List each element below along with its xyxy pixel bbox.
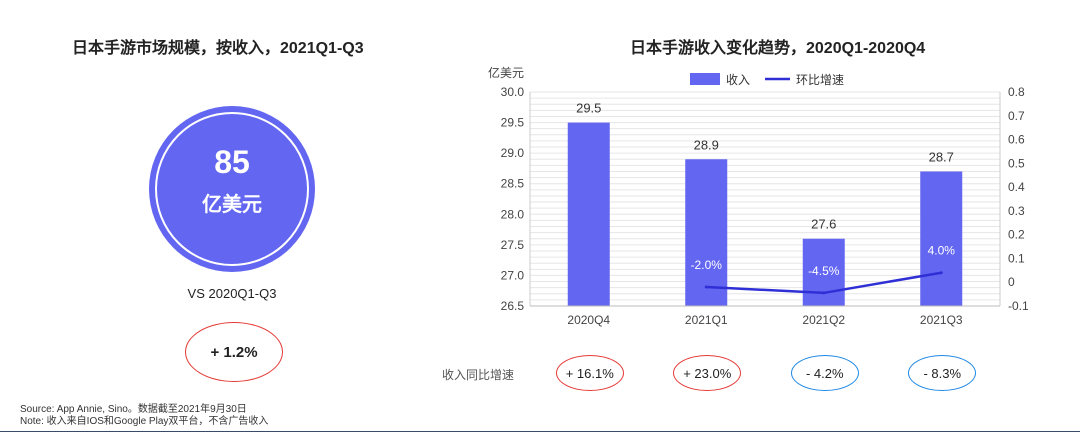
yoy-oval: - 4.2%	[790, 355, 859, 391]
yoy-oval: - 8.3%	[908, 355, 977, 391]
y2-tick-label: 0.3	[1008, 204, 1025, 218]
left-title: 日本手游市场规模，按收入，2021Q1-Q3	[72, 40, 364, 57]
yoy-value: + 23.0%	[683, 365, 732, 381]
bar-value-label: 29.5	[576, 101, 601, 116]
growth-value-label: -4.5%	[808, 264, 840, 278]
y2-tick-label: 0.4	[1008, 180, 1025, 194]
yoy-value: + 16.1%	[565, 365, 614, 381]
growth-value-label: -2.0%	[691, 258, 723, 272]
chart-legend: 收入 环比增速	[690, 73, 844, 87]
growth-value-label: 4.0%	[928, 244, 956, 258]
market-size-circle: 85 亿美元	[149, 106, 315, 272]
y2-tick-label: 0.8	[1008, 85, 1025, 99]
market-size-value: 85	[214, 144, 250, 180]
legend-bar-label: 收入	[726, 73, 750, 87]
y-axis-unit: 亿美元	[488, 65, 524, 80]
note-line: Note: 收入来自IOS和Google Play双平台，不含广告收入	[20, 416, 269, 427]
y2-tick-label: 0.6	[1008, 133, 1025, 147]
yoy-value: - 4.2%	[805, 365, 844, 381]
chart-axes: 26.5 27.0 27.5 28.0 28.5 29.0 29.5 30.0 -0.1 0 0.1…	[488, 65, 1029, 327]
yoy-value: - 8.3%	[923, 365, 962, 381]
y-tick-label: 29.0	[501, 146, 525, 160]
y2-tick-label: 0	[1008, 275, 1015, 289]
source-line: Source: App Annie, Sino。数据截至2021年9月30日	[20, 404, 247, 415]
growth-point	[704, 285, 708, 289]
yoy-oval: + 16.1%	[555, 355, 624, 391]
growth-oval: + 1.2%	[185, 322, 283, 382]
chart-labels: 29.5 28.9 27.6 28.7 -2.0% -4.5% 4.0%	[576, 101, 955, 278]
x-tick-label: 2020Q4	[567, 313, 610, 327]
bar-value-label: 28.7	[929, 149, 954, 164]
bar	[567, 122, 610, 306]
bar-value-label: 28.9	[694, 137, 719, 152]
y-tick-label: 27.0	[501, 268, 525, 282]
y-tick-label: 26.5	[501, 299, 525, 313]
y-tick-label: 27.5	[501, 238, 525, 252]
y2-tick-label: 0.2	[1008, 228, 1025, 242]
x-tick-label: 2021Q2	[802, 313, 845, 327]
chart-bars	[567, 122, 963, 306]
y2-tick-label: 0.7	[1008, 109, 1025, 123]
x-tick-label: 2021Q3	[920, 313, 963, 327]
y2-tick-label: 0.5	[1008, 156, 1025, 170]
bar	[802, 238, 845, 306]
y-tick-label: 28.0	[501, 207, 525, 221]
legend-bar-swatch	[690, 73, 720, 85]
bottom-border-line	[0, 431, 1080, 432]
growth-value: + 1.2%	[210, 343, 258, 361]
source-note: Source: App Annie, Sino。数据截至2021年9月30日 N…	[20, 404, 268, 428]
y2-tick-label: 0.1	[1008, 251, 1025, 265]
market-size-unit: 亿美元	[202, 194, 262, 216]
growth-point	[939, 271, 943, 275]
chart-line	[704, 271, 943, 295]
x-tick-label: 2021Q1	[685, 313, 728, 327]
compare-label: VS 2020Q1-Q3	[187, 286, 277, 301]
legend-line-label: 环比增速	[796, 73, 844, 87]
market-size-inner-ring	[155, 112, 309, 266]
bar	[920, 171, 963, 306]
yoy-oval: + 23.0%	[673, 355, 742, 391]
y-tick-label: 30.0	[501, 85, 525, 99]
yoy-label: 收入同比增速	[442, 368, 515, 382]
y-tick-label: 29.5	[501, 116, 525, 130]
y2-tick-label: -0.1	[1008, 299, 1029, 313]
y-tick-label: 28.5	[501, 177, 525, 191]
right-title: 日本手游收入变化趋势，2020Q1-2020Q4	[630, 40, 926, 57]
bar-value-label: 27.6	[811, 217, 836, 232]
bar	[685, 159, 728, 306]
growth-point	[822, 291, 826, 295]
